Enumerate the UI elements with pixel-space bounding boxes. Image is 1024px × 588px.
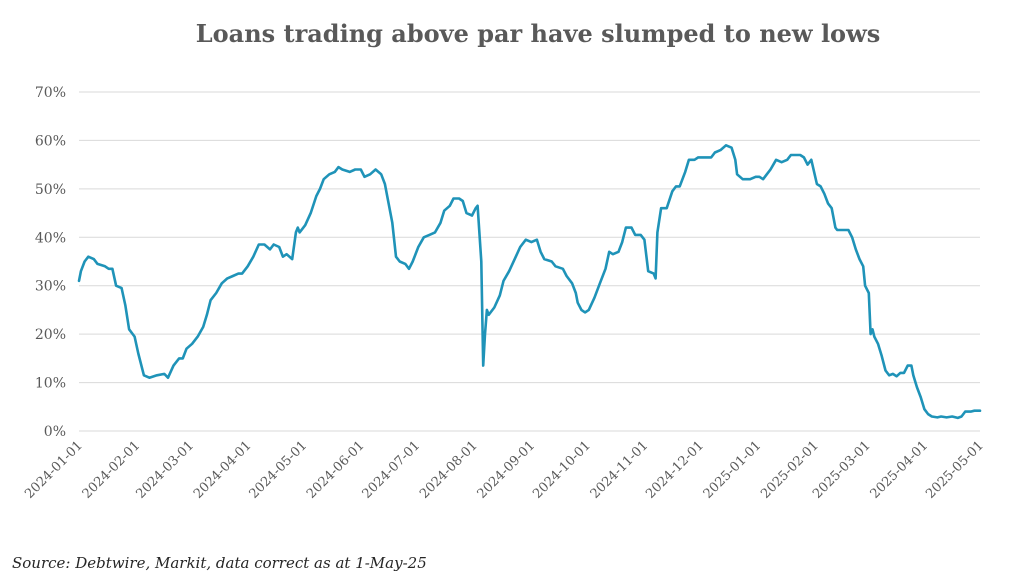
y-tick-label: 40% — [35, 230, 66, 246]
y-tick-label: 50% — [35, 182, 66, 198]
x-tick-label: 2024-01-01 — [22, 438, 86, 502]
gridlines — [79, 91, 980, 432]
x-tick-label: 2024-06-01 — [304, 438, 368, 502]
x-tick-label: 2024-09-01 — [475, 438, 539, 502]
x-tick-label: 2024-07-01 — [360, 438, 424, 502]
x-tick-label: 2024-10-01 — [530, 438, 594, 502]
x-tick-label: 2024-11-01 — [588, 438, 652, 502]
x-tick-label: 2024-05-01 — [247, 438, 311, 502]
x-axis-ticks: 2024-01-012024-02-012024-03-012024-04-01… — [22, 438, 987, 502]
y-axis-ticks: 0% 10% 20% 30% 40% 50% 60% 70% — [35, 85, 66, 440]
y-tick-label: 0% — [44, 424, 66, 440]
x-tick-label: 2024-08-01 — [417, 438, 481, 502]
x-tick-label: 2024-03-01 — [133, 438, 197, 502]
x-tick-label: 2024-04-01 — [191, 438, 255, 502]
y-tick-label: 60% — [35, 133, 66, 149]
x-tick-label: 2025-05-01 — [923, 438, 987, 502]
y-tick-label: 70% — [35, 85, 66, 101]
y-tick-label: 10% — [35, 376, 66, 392]
series-line-0 — [77, 144, 982, 420]
x-tick-label: 2025-01-01 — [701, 438, 765, 502]
chart-title: Loans trading above par have slumped to … — [196, 19, 880, 48]
x-tick-label: 2024-12-01 — [643, 438, 707, 502]
y-tick-label: 20% — [35, 327, 66, 343]
x-tick-label: 2025-04-01 — [868, 438, 932, 502]
y-tick-label: 30% — [35, 279, 66, 295]
chart-source: Source: Debtwire, Markit, data correct a… — [12, 554, 427, 572]
series-layer — [77, 144, 982, 420]
